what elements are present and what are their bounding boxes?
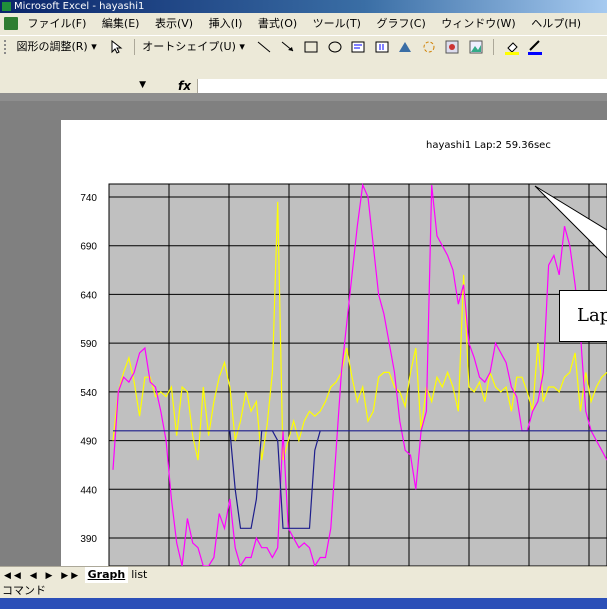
menu-format[interactable]: 書式(O) [257,17,298,30]
line-chart[interactable]: 740 690 640 590 540 490 440 390 [0,0,607,566]
toolbar-grip[interactable] [4,40,9,54]
workbook-icon[interactable] [4,17,18,30]
rectangle-icon[interactable] [303,39,319,55]
line-icon[interactable] [256,39,272,55]
picture-icon[interactable] [468,39,484,55]
chevron-down-icon[interactable]: ▼ [139,80,146,90]
y-tick-label: 440 [80,485,97,496]
y-tick-label: 590 [80,339,97,350]
toolbar-separator [133,39,135,55]
menu-bar: ファイル(F) 編集(E) 表示(V) 挿入(I) 書式(O) ツール(T) グ… [0,13,607,35]
clipart-icon[interactable] [444,39,460,55]
y-tick-label: 390 [80,534,97,545]
line-color-icon[interactable] [527,39,543,55]
oval-icon[interactable] [327,39,343,55]
series-line-3[interactable] [229,430,321,529]
menu-chart[interactable]: グラフ(C) [376,17,426,30]
window-title: Microsoft Excel - hayashi1 [14,1,145,12]
status-bar: コマンド [0,583,607,598]
fill-color-icon[interactable] [504,39,520,55]
menu-view[interactable]: 表示(V) [154,17,194,30]
toolbar-row [0,58,607,79]
y-tick-label: 640 [80,290,97,301]
menu-help[interactable]: ヘルプ(H) [531,17,582,30]
data-series [112,182,607,566]
arrow-icon[interactable] [280,39,296,55]
y-tick-label: 490 [80,437,97,448]
plot-area[interactable] [108,183,607,566]
diagram-icon[interactable] [421,39,437,55]
sheet-tab-graph[interactable]: Graph [84,567,129,583]
name-box[interactable]: ▼ [6,79,148,93]
taskbar [0,598,607,609]
menu-edit[interactable]: 編集(E) [101,17,140,30]
excel-app-icon [2,2,11,11]
select-objects-icon[interactable] [108,39,124,55]
status-text: コマンド [2,584,46,597]
vertical-textbox-icon[interactable] [374,39,390,55]
sheet-nav-buttons[interactable]: ◀◀ ◀ ▶ ▶▶ [4,571,82,581]
callout-pointer [534,185,607,259]
function-icon[interactable]: fx [178,79,191,93]
chart-subtitle: hayashi1 Lap:2 59.36sec [426,140,551,151]
y-tick-label: 540 [80,388,97,399]
menu-tools[interactable]: ツール(T) [312,17,361,30]
formula-input[interactable] [197,79,607,93]
y-tick-label: 740 [80,193,97,204]
textbox-icon[interactable] [350,39,366,55]
formula-bar: ▼ fx [0,79,607,93]
wordart-icon[interactable] [397,39,413,55]
y-tick-label: 690 [80,242,97,253]
gridlines [109,184,607,566]
workspace-band [0,93,607,101]
toolbar-separator [493,39,495,55]
title-bar: Microsoft Excel - hayashi1 [0,0,607,13]
sheet-tab-list[interactable]: list [131,568,148,581]
sheet-tab-bar: ◀◀ ◀ ▶ ▶▶ Graph list [0,566,607,583]
draw-menu-button[interactable]: 図形の調整(R) ▾ [16,40,97,53]
autoshape-menu-button[interactable]: オートシェイプ(U) ▾ [142,40,245,53]
menu-insert[interactable]: 挿入(I) [208,17,243,30]
y-axis-ticks: 740 690 640 590 540 490 440 390 [80,193,97,545]
menu-window[interactable]: ウィンドウ(W) [441,17,516,30]
series-line-0[interactable] [112,201,607,461]
menu-file[interactable]: ファイル(F) [27,17,87,30]
lap-callout-box[interactable]: Lap [559,290,607,342]
